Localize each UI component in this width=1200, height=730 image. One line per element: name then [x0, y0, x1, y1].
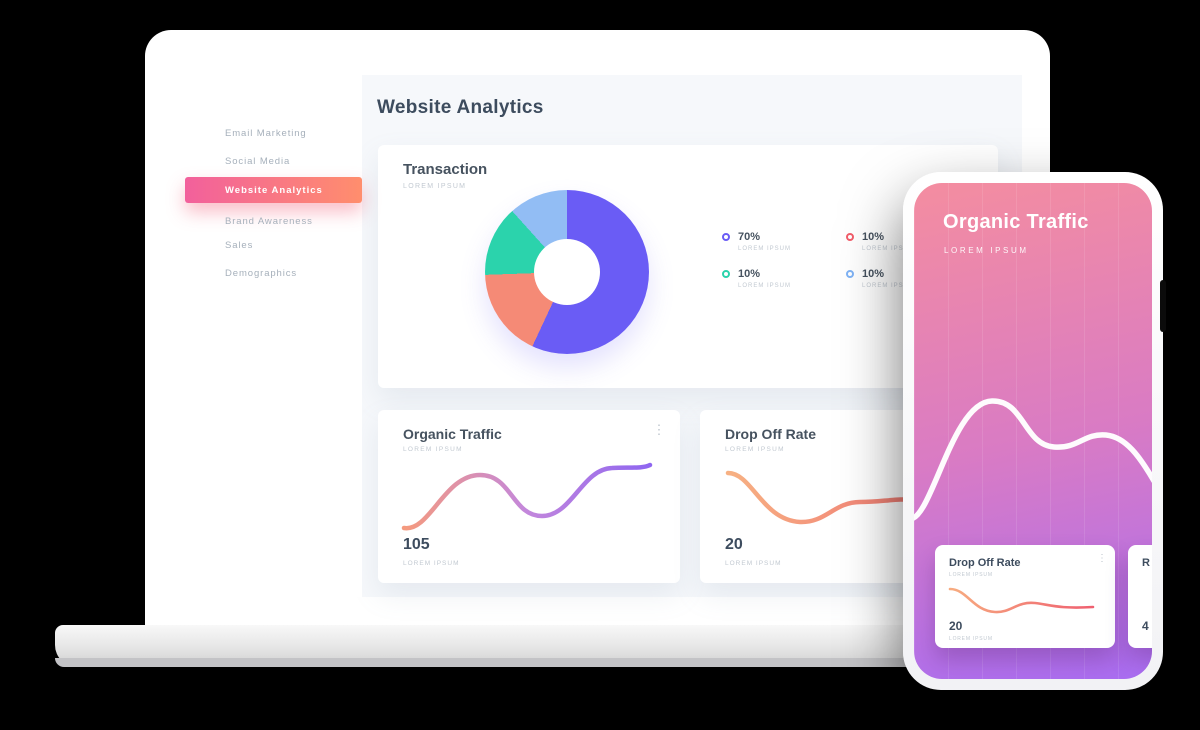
phone-organic-traffic-line-chart — [914, 398, 1152, 521]
sidebar-item-sales[interactable]: Sales — [225, 240, 254, 251]
legend-ring-icon — [722, 270, 730, 278]
legend-item: 10% LOREM IPSUM — [846, 231, 915, 252]
drop-off-rate-title: Drop Off Rate — [725, 426, 816, 442]
sidebar-item-brand-awareness[interactable]: Brand Awareness — [225, 216, 313, 227]
organic-traffic-card: Organic Traffic LOREM IPSUM 105 LOREM IP… — [378, 410, 680, 583]
sidebar: Email Marketing Social Media Website Ana… — [175, 75, 362, 597]
phone-page-title: Organic Traffic — [943, 211, 1089, 233]
kebab-menu-icon[interactable] — [652, 422, 666, 438]
legend-item: 70% LOREM IPSUM — [722, 231, 791, 252]
legend-value: 10% — [738, 268, 761, 280]
phone-card-value-label: LOREM IPSUM — [949, 636, 993, 642]
phone-drop-off-rate-line-chart — [948, 587, 1095, 614]
legend-ring-icon — [722, 233, 730, 241]
legend-item: 10% LOREM IPSUM — [722, 268, 791, 289]
phone-page-subtitle: LOREM IPSUM — [944, 246, 1029, 255]
organic-traffic-title: Organic Traffic — [403, 426, 502, 442]
sidebar-item-label: Website Analytics — [225, 184, 323, 196]
sidebar-item-email-marketing[interactable]: Email Marketing — [225, 128, 307, 139]
legend-value: 70% — [738, 231, 761, 243]
page-title: Website Analytics — [377, 97, 544, 118]
legend-label: LOREM IPSUM — [738, 246, 792, 252]
drop-off-rate-subtitle: LOREM IPSUM — [725, 446, 785, 453]
legend-item: 10% LOREM IPSUM — [846, 268, 915, 289]
phone-card-value: 20 — [949, 619, 963, 633]
legend-label: LOREM IPSUM — [738, 283, 792, 289]
phone-screen: Organic Traffic LOREM IPSUM Drop Off Rat… — [914, 183, 1152, 679]
phone-side-button — [1160, 280, 1166, 332]
kebab-menu-icon[interactable] — [1097, 553, 1107, 564]
phone-drop-off-rate-card: Drop Off Rate LOREM IPSUM 20 LOREM IPSUM — [935, 545, 1115, 648]
legend-label: LOREM IPSUM — [862, 283, 916, 289]
phone-card-title: R — [1142, 557, 1150, 569]
phone-card-subtitle: LOREM IPSUM — [949, 572, 993, 578]
drop-off-rate-value-label: LOREM IPSUM — [725, 560, 782, 567]
sidebar-item-social-media[interactable]: Social Media — [225, 156, 291, 167]
transaction-card: Transaction LOREM IPSUM 70% LOREM IPSUM … — [378, 145, 998, 388]
legend-ring-icon — [846, 270, 854, 278]
phone-card-value: 4 — [1142, 619, 1149, 633]
transaction-card-subtitle: LOREM IPSUM — [403, 183, 467, 190]
organic-traffic-value-label: LOREM IPSUM — [403, 560, 460, 567]
transaction-card-title: Transaction — [403, 161, 488, 178]
phone-card-title: Drop Off Rate — [949, 557, 1021, 569]
legend-ring-icon — [846, 233, 854, 241]
phone-device: Organic Traffic LOREM IPSUM Drop Off Rat… — [903, 172, 1166, 690]
organic-traffic-subtitle: LOREM IPSUM — [403, 446, 463, 453]
legend-value: 10% — [862, 268, 885, 280]
transaction-donut-chart — [485, 190, 649, 354]
sidebar-item-demographics[interactable]: Demographics — [225, 268, 298, 279]
legend-label: LOREM IPSUM — [862, 246, 916, 252]
legend-value: 10% — [862, 231, 885, 243]
organic-traffic-line-chart — [401, 462, 653, 531]
sidebar-item-website-analytics[interactable]: Website Analytics — [185, 177, 362, 203]
phone-second-stat-card: R 4 — [1128, 545, 1152, 648]
organic-traffic-value: 105 — [403, 536, 430, 553]
drop-off-rate-value: 20 — [725, 536, 743, 553]
